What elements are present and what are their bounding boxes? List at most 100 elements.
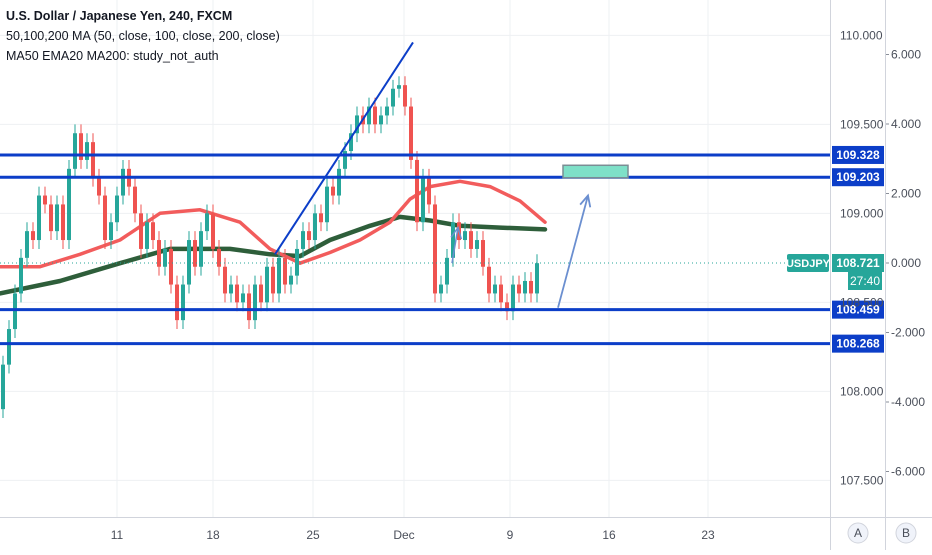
candle-body — [103, 195, 107, 241]
candle-body — [193, 240, 197, 267]
price-candle — [271, 257, 275, 303]
candle-body — [325, 186, 329, 223]
price-candle — [337, 159, 341, 205]
horizontal-levels-layer: 109.328 109.203 108.459 108.268 USDJPY 108.72… — [0, 145, 884, 353]
scale-button-b[interactable]: B — [895, 522, 917, 544]
candle-body — [481, 240, 485, 267]
price-candle — [307, 222, 311, 249]
candle-body — [205, 213, 209, 232]
candle-body — [337, 168, 341, 196]
price-candle — [409, 97, 413, 169]
price-candle — [67, 159, 71, 249]
candle-body — [241, 293, 245, 303]
candle-body — [133, 186, 137, 214]
candle-body — [487, 266, 491, 294]
candle-body — [253, 284, 257, 321]
ema20-line — [0, 179, 547, 269]
candle-body — [493, 284, 497, 294]
chart-legend: U.S. Dollar / Japanese Yen, 240, FXCM 50… — [6, 6, 280, 66]
indicator-study-legend: MA50 EMA20 MA200: study_not_auth — [6, 49, 219, 63]
price-candle — [61, 195, 65, 249]
price-candle — [313, 204, 317, 249]
price-candle — [55, 195, 59, 241]
price-candle — [181, 275, 185, 330]
time-tick-label: 9 — [507, 528, 514, 542]
candle-body — [229, 284, 233, 294]
forecast-arrow — [557, 193, 592, 308]
price-candle — [187, 231, 191, 294]
price-candle — [391, 79, 395, 116]
price-candle — [355, 106, 359, 143]
forecast-arrow-head — [579, 193, 592, 208]
level-price-tag — [832, 334, 884, 353]
price-candle — [421, 168, 425, 232]
candle-body — [445, 257, 449, 285]
candle-body — [349, 133, 353, 152]
price-candle — [535, 254, 539, 303]
price-candle — [469, 222, 473, 258]
current-price-tag — [832, 254, 884, 272]
candle-body — [319, 213, 323, 223]
level-price-tag — [832, 145, 884, 164]
price-candle — [133, 177, 137, 223]
price-candle — [481, 231, 485, 276]
candle-body — [259, 284, 263, 303]
price-candle — [475, 231, 479, 258]
percent-tick-label: 6.000 — [891, 48, 921, 62]
price-candle — [517, 275, 521, 303]
candle-body — [427, 177, 431, 205]
price-candle — [115, 186, 119, 232]
candle-body — [43, 195, 47, 205]
symbol-tag-label: USDJPY — [786, 258, 831, 270]
small-forecast-arrow-shaft — [451, 227, 459, 264]
small-forecast-arrow — [450, 225, 463, 264]
percent-tick-label: -6.000 — [891, 465, 925, 479]
price-candle — [415, 151, 419, 232]
price-candle — [283, 248, 287, 294]
price-candle — [157, 231, 161, 276]
candle-body — [223, 266, 227, 294]
candle-body — [175, 284, 179, 321]
price-candle — [487, 257, 491, 303]
price-candle — [151, 213, 155, 249]
candle-body — [355, 115, 359, 134]
price-candle — [265, 257, 269, 312]
price-candle — [373, 97, 377, 134]
candle-body — [433, 204, 437, 294]
candle-body — [463, 231, 467, 241]
price-tick-label: 107.500 — [840, 473, 884, 487]
price-candle — [253, 275, 257, 330]
candle-body — [13, 293, 17, 330]
candle-body — [409, 106, 413, 160]
scale-button-bg — [895, 522, 917, 544]
price-candle — [463, 222, 467, 249]
price-candle — [97, 168, 101, 205]
candle-body — [19, 257, 23, 294]
candle-body — [469, 231, 473, 249]
price-candle — [211, 204, 215, 258]
price-candle — [79, 124, 83, 169]
price-candle — [319, 204, 323, 232]
price-candle — [445, 248, 449, 294]
candle-body — [283, 257, 287, 285]
symbol-tag — [787, 254, 829, 272]
scale-button-a[interactable]: A — [847, 522, 869, 544]
candle-body — [217, 248, 221, 267]
candle-body — [163, 248, 167, 267]
price-candle — [241, 284, 245, 312]
price-candle — [217, 240, 221, 276]
price-candle — [205, 204, 209, 241]
candle-body — [301, 231, 305, 249]
candle-body — [121, 168, 125, 196]
small-forecast-arrow-head — [450, 225, 463, 240]
price-candle — [433, 195, 437, 303]
candle-body — [169, 248, 173, 285]
time-tick-label: 25 — [306, 528, 320, 542]
price-candle — [121, 159, 125, 205]
candle-body — [55, 204, 59, 232]
candle-body — [37, 195, 41, 241]
level-price-label: 108.459 — [836, 303, 880, 317]
